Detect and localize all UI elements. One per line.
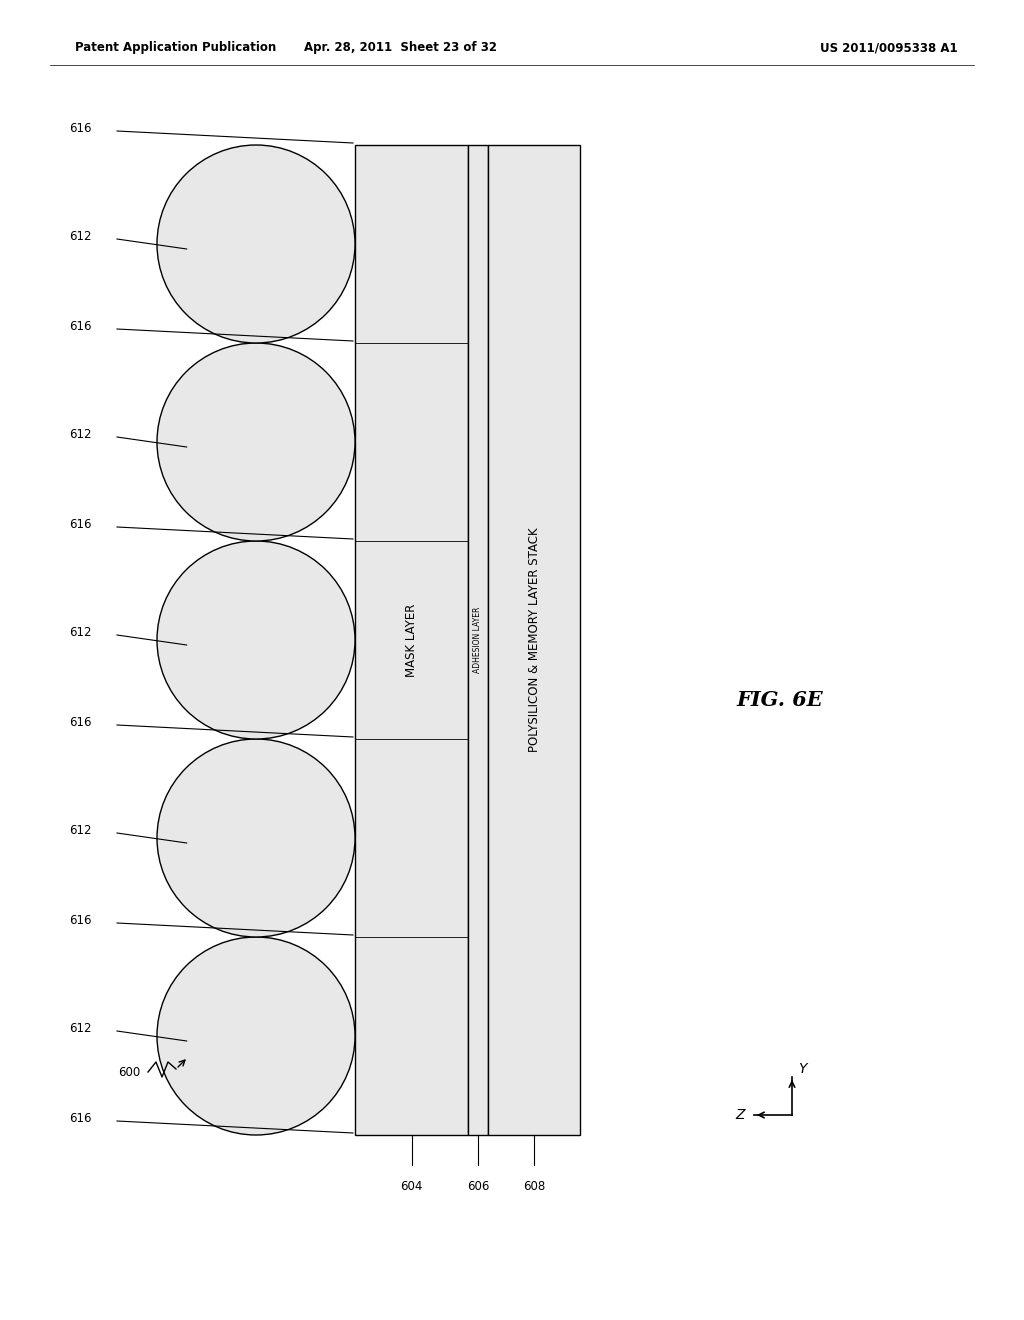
Text: 616: 616 [70, 717, 92, 730]
Bar [355, 145, 468, 1135]
Circle shape [157, 739, 355, 937]
Text: 606: 606 [467, 1180, 489, 1193]
Text: 612: 612 [70, 230, 92, 243]
Text: Apr. 28, 2011  Sheet 23 of 32: Apr. 28, 2011 Sheet 23 of 32 [303, 41, 497, 54]
Text: Y: Y [798, 1063, 806, 1076]
Text: 608: 608 [523, 1180, 545, 1193]
Bar [468, 145, 488, 1135]
Text: 616: 616 [70, 915, 92, 928]
Circle shape [157, 343, 355, 541]
Text: 612: 612 [70, 428, 92, 441]
Text: ADHESION LAYER: ADHESION LAYER [473, 607, 482, 673]
Text: 616: 616 [70, 519, 92, 532]
Text: POLYSILICON & MEMORY LAYER STACK: POLYSILICON & MEMORY LAYER STACK [527, 528, 541, 752]
Text: Z: Z [735, 1107, 744, 1122]
Text: 616: 616 [70, 1113, 92, 1126]
Text: 612: 612 [70, 1022, 92, 1035]
Circle shape [157, 937, 355, 1135]
Circle shape [157, 145, 355, 343]
Text: 612: 612 [70, 626, 92, 639]
Text: 616: 616 [70, 123, 92, 136]
Text: 612: 612 [70, 824, 92, 837]
Text: 604: 604 [400, 1180, 423, 1193]
Circle shape [157, 541, 355, 739]
Text: FIG. 6E: FIG. 6E [736, 690, 823, 710]
Text: MASK LAYER: MASK LAYER [406, 603, 418, 677]
Text: US 2011/0095338 A1: US 2011/0095338 A1 [820, 41, 957, 54]
Text: 600: 600 [118, 1065, 140, 1078]
Bar [488, 145, 580, 1135]
Text: Patent Application Publication: Patent Application Publication [75, 41, 276, 54]
Text: 616: 616 [70, 321, 92, 334]
